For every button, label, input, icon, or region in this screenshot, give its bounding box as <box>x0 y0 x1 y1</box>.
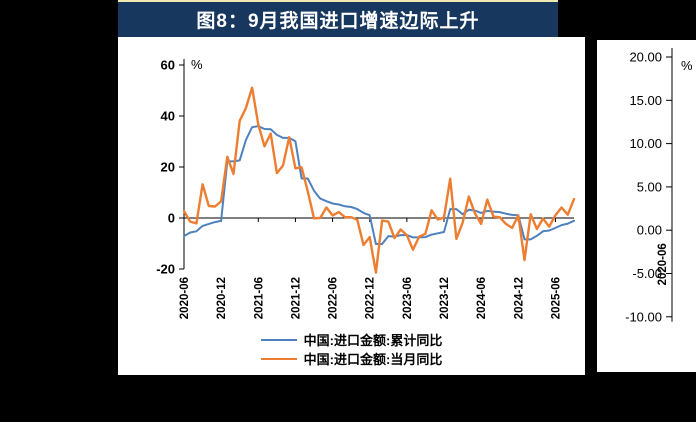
y-tick-label: 10.00 <box>629 136 662 151</box>
x-tick-label: 2022-12 <box>365 277 377 319</box>
legend-line-monthly <box>260 357 297 360</box>
y-tick-label: 0 <box>168 211 175 226</box>
x-tick-label-partial: 2020-06 <box>657 243 669 285</box>
legend-label-monthly: 中国:进口金额:当月同比 <box>303 352 443 367</box>
y-tick-label: -5.00 <box>632 266 662 281</box>
x-tick-label: 2023-06 <box>402 277 414 319</box>
x-tick-label: 2023-12 <box>439 277 451 319</box>
y-tick-label: 5.00 <box>637 179 662 194</box>
x-tick-label: 2020-06 <box>179 277 191 319</box>
series-cumulative <box>183 125 575 245</box>
x-tick-label: 2024-12 <box>513 277 525 319</box>
figure-8-title-bar: 图8：9月我国进口增速边际上升 <box>118 0 558 37</box>
y-tick-label: 20 <box>161 160 175 175</box>
y-tick-label: 60 <box>161 58 175 73</box>
x-tick-label: 2025-06 <box>550 277 562 319</box>
figure-8-title: 图8：9月我国进口增速边际上升 <box>196 11 480 32</box>
y-axis-unit: % <box>191 57 203 72</box>
y-tick-label: 0.00 <box>637 223 662 238</box>
x-tick-label: 2021-12 <box>290 277 302 319</box>
import-growth-line-chart: 60 40 20 0 -20% 2020-06 2020-12 2021-06 2021-12 2… <box>156 57 576 319</box>
figure-8-panel: 60 40 20 0 -20% 2020-06 2020-12 2021-06 2021-12 2… <box>118 37 585 375</box>
x-tick-label: 2024-06 <box>476 277 488 319</box>
legend-item-monthly: 中国:进口金额:当月同比 <box>118 349 585 368</box>
legend-line-cumulative <box>260 338 297 341</box>
series-monthly <box>182 86 576 274</box>
x-tick-label: 2020-12 <box>216 277 228 319</box>
legend-label-cumulative: 中国:进口金额:累计同比 <box>303 333 443 348</box>
chart-legend: 中国:进口金额:累计同比 中国:进口金额:当月同比 <box>118 330 585 368</box>
x-tick-label: 2022-06 <box>328 277 340 319</box>
partial-right-axis: 20.00 15.00 10.00 5.00 0.00 -5.00 -10.00% 2020-… <box>625 48 693 324</box>
x-tick-label: 2021-06 <box>253 277 265 319</box>
y-tick-label: -20 <box>156 262 175 277</box>
y-axis-unit: % <box>681 58 693 73</box>
y-tick-label: 15.00 <box>629 93 662 108</box>
y-tick-label: 20.00 <box>629 50 662 65</box>
y-tick-label: 40 <box>161 109 175 124</box>
y-tick-label: -10.00 <box>625 309 662 324</box>
legend-item-cumulative: 中国:进口金额:累计同比 <box>118 330 585 349</box>
partial-right-figure-panel: 20.00 15.00 10.00 5.00 0.00 -5.00 -10.00% 2020-… <box>597 40 696 372</box>
